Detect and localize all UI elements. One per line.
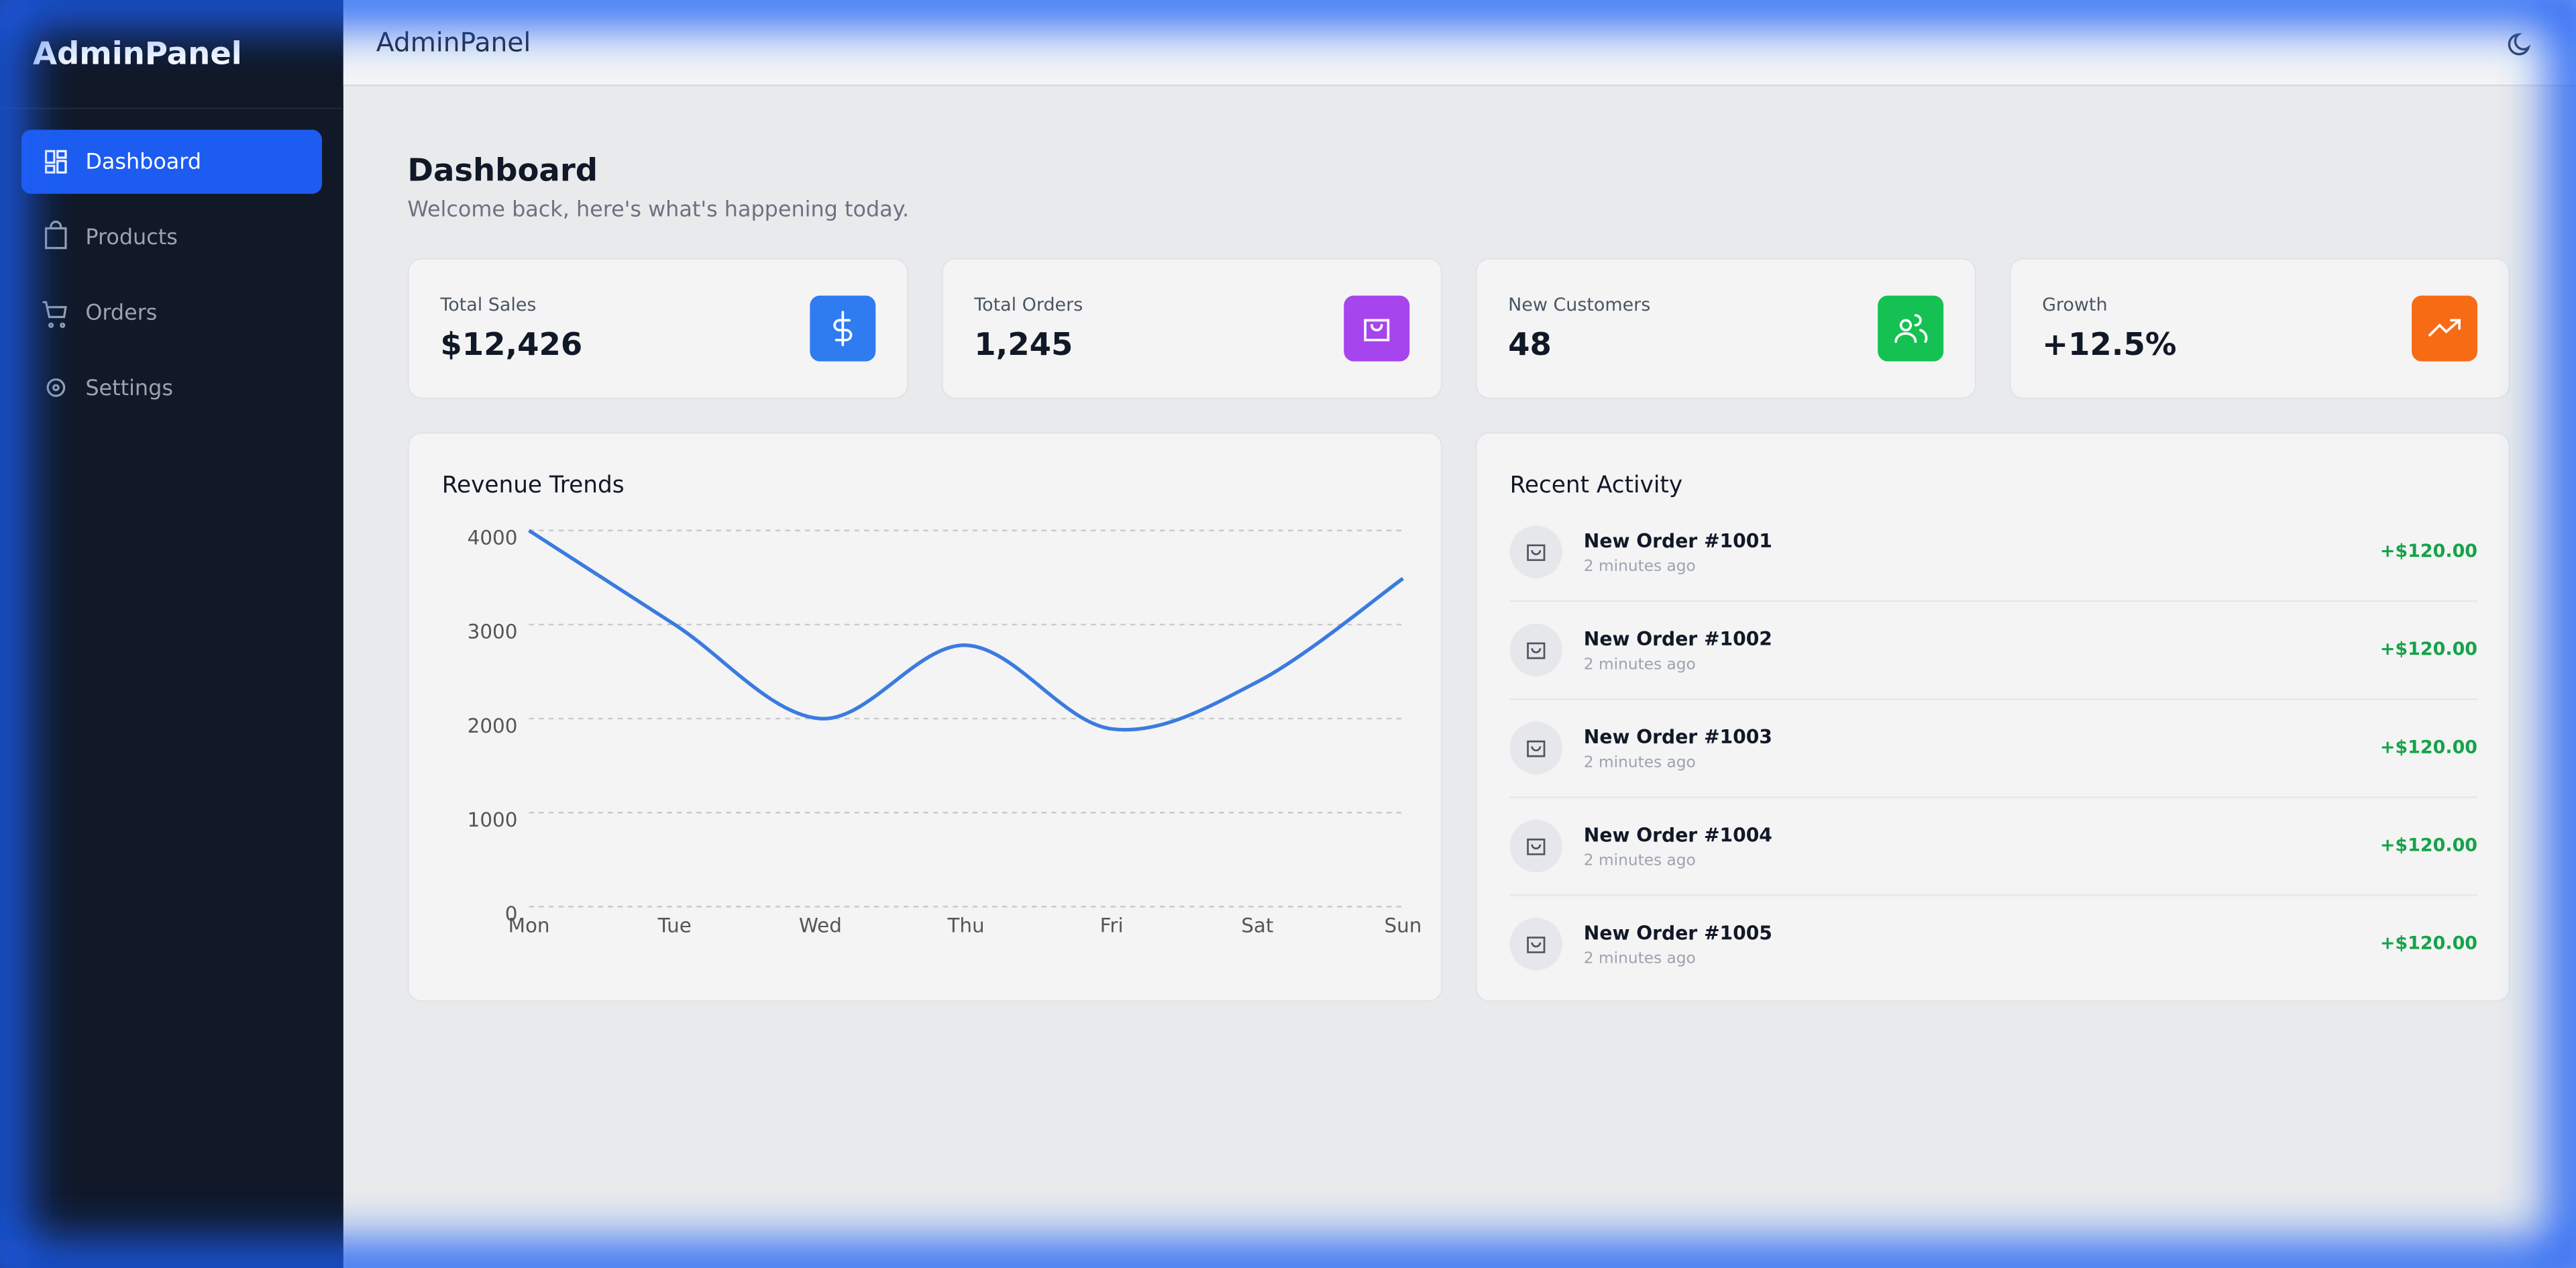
activity-amount: +$120.00	[2380, 933, 2477, 954]
chart-title: Revenue Trends	[442, 472, 625, 498]
x-tick-label: Sat	[1241, 914, 1273, 937]
activity-icon	[1527, 642, 1546, 659]
line	[528, 529, 1404, 732]
theme-toggle[interactable]	[2508, 33, 2531, 56]
stat-value: 48	[1508, 326, 1552, 362]
activity-icon-bg	[1509, 721, 1562, 775]
activity-icon-bg	[1509, 819, 1562, 873]
chart: 0 1000 2000 3000 4000 Mon Tue Wed Thu Fri Sat Sun	[468, 527, 1422, 937]
nav-item[interactable]: Settings	[85, 375, 173, 401]
y-tick-label: 3000	[468, 621, 518, 643]
stat-card	[407, 258, 909, 399]
nav: Dashboard Products Orders Settings	[21, 129, 323, 401]
y-tick-label: 1000	[468, 808, 518, 831]
nav-icon	[46, 378, 66, 397]
page-title: Dashboard	[407, 152, 598, 189]
sidebar	[0, 0, 343, 1268]
stat-icon	[833, 311, 853, 346]
header-title: AdminPanel	[376, 28, 531, 58]
stat-icon	[2428, 319, 2461, 337]
nav-item[interactable]: Products	[85, 224, 177, 250]
x-tick-label: Sun	[1384, 914, 1421, 937]
brand: AdminPanel	[33, 36, 242, 72]
x-tick-label: Fri	[1100, 914, 1124, 937]
x-tick-label: Wed	[799, 914, 842, 937]
activity-time: 2 minutes ago	[1584, 557, 1696, 575]
activity-time: 2 minutes ago	[1584, 949, 1696, 967]
activity-title: New Order #1004	[1584, 824, 1772, 846]
y-tick-label: 4000	[468, 527, 518, 549]
activity-title: New Order #1001	[1584, 530, 1772, 552]
activity-icon-bg	[1509, 623, 1562, 676]
stat-label: New Customers	[1508, 295, 1650, 315]
nav-item[interactable]: Orders	[85, 300, 157, 325]
y-tick-label: 2000	[468, 715, 518, 737]
nav-icon	[42, 301, 67, 328]
stat-icon	[1364, 319, 1390, 341]
stat-value: $12,426	[440, 326, 582, 362]
x-tick-label: Thu	[947, 914, 984, 937]
activity-time: 2 minutes ago	[1584, 851, 1696, 869]
activity-title: New Order #1005	[1584, 922, 1772, 945]
stats: Total Sales $12,426 Total Orders 1,245 New C…	[407, 258, 2511, 399]
activity-time: 2 minutes ago	[1584, 655, 1696, 673]
nav-item[interactable]: Dashboard	[85, 148, 201, 174]
activity-icon	[1527, 740, 1546, 757]
activity-amount: +$120.00	[2380, 737, 2477, 757]
activity-amount: +$120.00	[2380, 835, 2477, 856]
stat-card	[941, 258, 1443, 399]
stat-value: +12.5%	[2042, 326, 2176, 362]
stat-card	[2009, 258, 2511, 399]
activity-icon	[1527, 838, 1546, 855]
stat-icon	[1894, 314, 1928, 344]
activity-icon-bg	[1509, 525, 1562, 578]
activity-icon	[1527, 937, 1546, 953]
activity-time: 2 minutes ago	[1584, 753, 1696, 771]
activity-title: Recent Activity	[1510, 472, 1683, 498]
nav-icon	[44, 150, 67, 174]
activity-list: New Order #1001 2 minutes ago +$120.00 New …	[1509, 525, 2477, 971]
stat-card	[1475, 258, 1977, 399]
chart-card	[407, 431, 1443, 1002]
activity-icon-bg	[1509, 918, 1562, 971]
activity-amount: +$120.00	[2380, 541, 2477, 562]
nav-icon	[44, 220, 67, 250]
x-tick-label: Tue	[657, 914, 692, 937]
stat-icon-bg	[1344, 295, 1410, 362]
activity-icon	[1527, 544, 1546, 562]
activity-card	[1475, 431, 2511, 1002]
stat-label: Growth	[2042, 295, 2107, 315]
activity-title: New Order #1002	[1584, 628, 1772, 650]
activity-amount: +$120.00	[2380, 639, 2477, 659]
activity-title: New Order #1003	[1584, 726, 1772, 748]
stat-value: 1,245	[974, 326, 1073, 362]
stat-label: Total Sales	[439, 295, 536, 315]
y-tick-label: 0	[505, 902, 518, 925]
x-tick-label: Mon	[508, 914, 550, 937]
stat-label: Total Orders	[973, 295, 1083, 315]
nav-active	[21, 129, 323, 194]
page-subtitle: Welcome back, here's what's happening to…	[407, 196, 909, 221]
